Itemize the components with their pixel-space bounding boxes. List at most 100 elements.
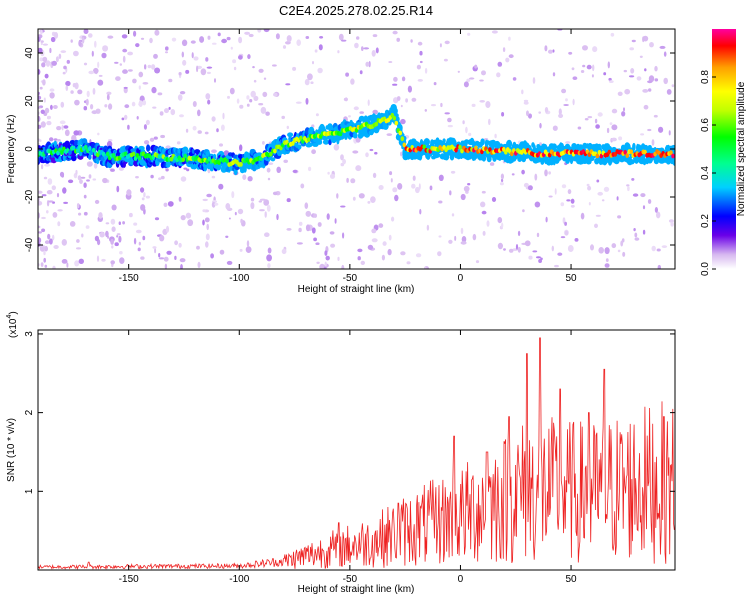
spectrogram-speckle	[57, 139, 61, 142]
spectrogram-speckle	[604, 263, 610, 268]
spectrogram-speckle	[222, 112, 225, 120]
spectrogram-speckle	[296, 242, 303, 245]
spectrogram-speckle	[567, 245, 574, 252]
spectrogram-speckle	[605, 258, 609, 262]
spectrogram-speckle	[438, 200, 443, 204]
spectrogram-speckle	[472, 233, 477, 241]
spectrogram-track-core	[480, 149, 484, 155]
spectrogram-speckle	[317, 67, 323, 74]
spectrogram-speckle	[558, 108, 562, 116]
spectrogram-speckle	[59, 120, 66, 125]
spectrogram-speckle	[511, 173, 515, 176]
spectrogram-speckle	[38, 190, 43, 194]
spectrogram-speckle	[144, 140, 150, 145]
spectrogram-speckle	[621, 111, 626, 117]
colorbar-tick-label: 0.8	[700, 70, 711, 84]
spectrogram-speckle	[267, 263, 271, 269]
spectrogram-speckle	[106, 140, 113, 148]
spectrogram-track-core	[607, 149, 612, 155]
spectrogram-speckle	[460, 227, 464, 235]
spectrogram-speckle	[211, 201, 216, 208]
spectrogram-speckle	[449, 190, 452, 196]
spectrogram-speckle	[197, 130, 202, 134]
spectrogram-track-core	[599, 153, 604, 159]
spectrogram-speckle	[41, 228, 46, 233]
spectrogram-speckle	[49, 238, 53, 245]
spectrogram-speckle	[400, 118, 406, 125]
spectrogram-speckle	[246, 240, 250, 248]
spectrogram-speckle	[654, 78, 659, 82]
spectrogram-speckle	[38, 116, 41, 122]
spectrogram-speckle	[126, 189, 132, 196]
spectrogram-speckle	[81, 233, 84, 238]
spectrogram-speckle	[61, 239, 67, 246]
spectrogram-speckle	[38, 36, 41, 42]
spectrogram-speckle	[363, 47, 370, 50]
spectrogram-speckle	[101, 52, 107, 59]
spectrogram-speckle	[43, 176, 48, 180]
spectrogram-speckle	[598, 247, 604, 254]
spectrogram-speckle	[534, 173, 538, 181]
spectrogram-speckle	[424, 266, 427, 269]
spectrogram-speckle	[526, 110, 529, 117]
spectrogram-speckle	[596, 179, 600, 183]
spectrogram-speckle	[562, 217, 566, 224]
spectrogram-speckle	[239, 248, 243, 252]
spectrogram-track-halo	[480, 138, 485, 146]
spectrogram-track-core	[101, 151, 106, 157]
spectrogram-speckle	[444, 40, 450, 45]
spectrogram-speckle	[247, 176, 253, 182]
spectrogram-track-core	[76, 148, 80, 154]
spectrogram-speckle	[558, 113, 564, 118]
spectrogram-speckle	[96, 255, 100, 262]
spectrogram-speckle	[412, 175, 416, 181]
spectrogram-speckle	[110, 238, 114, 245]
spectrogram-speckle	[548, 195, 553, 198]
spectrogram-speckle	[563, 104, 569, 106]
spectrogram-speckle	[394, 194, 399, 202]
spectrogram-speckle	[107, 139, 113, 142]
spectrogram-speckle	[485, 101, 491, 108]
spectrogram-speckle	[234, 211, 237, 216]
spectrogram-speckle	[499, 182, 504, 186]
spectrogram-speckle	[174, 240, 179, 246]
spectrogram-speckle	[39, 86, 43, 90]
spectrogram-speckle	[43, 97, 46, 103]
snr-panel: -150 -100 -50 0 50 1 2 3 Height of straight lin…	[6, 311, 676, 595]
spectrogram-speckle	[153, 53, 158, 59]
spectrogram-track-core	[103, 155, 108, 160]
spectrogram-speckle	[182, 59, 187, 66]
spectrogram-speckle	[633, 228, 636, 232]
spectrogram-speckle	[517, 246, 521, 253]
spectrogram-speckle	[38, 201, 43, 206]
spectrogram-speckle	[114, 242, 119, 247]
spectrogram-speckle	[76, 247, 81, 250]
spectrogram-speckle	[180, 264, 183, 269]
spectrogram-speckle	[305, 210, 312, 217]
spectrogram-speckle	[370, 196, 376, 204]
spectrogram-track-halo	[146, 144, 151, 152]
spectrogram-speckle	[249, 99, 253, 103]
spectrogram-speckle	[86, 161, 93, 167]
spectrogram-speckle	[296, 39, 302, 46]
spectrogram-speckle	[307, 73, 313, 81]
spectrogram-speckle	[570, 198, 575, 204]
spectrogram-speckle	[582, 45, 588, 51]
spectrogram-speckle	[66, 262, 69, 268]
spectrogram-speckle	[460, 193, 466, 201]
spectrogram-speckle	[154, 248, 157, 254]
spectrogram-speckle	[592, 46, 598, 53]
y-tick-label: 1	[24, 488, 35, 494]
spectrogram-speckle	[571, 67, 575, 71]
spectrogram-speckle	[462, 120, 465, 125]
spectrogram-speckle	[124, 114, 128, 120]
spectrogram-speckle	[78, 258, 85, 264]
spectrogram-speckle	[49, 88, 55, 92]
spectrogram-speckle	[83, 194, 87, 199]
spectrogram-speckle	[159, 235, 165, 242]
spectrogram-speckle	[97, 61, 100, 68]
spectrogram-speckle	[122, 69, 128, 74]
spectrogram-speckle	[104, 104, 108, 108]
spectrogram-speckle	[131, 101, 136, 107]
spectrogram-speckle	[40, 40, 44, 43]
